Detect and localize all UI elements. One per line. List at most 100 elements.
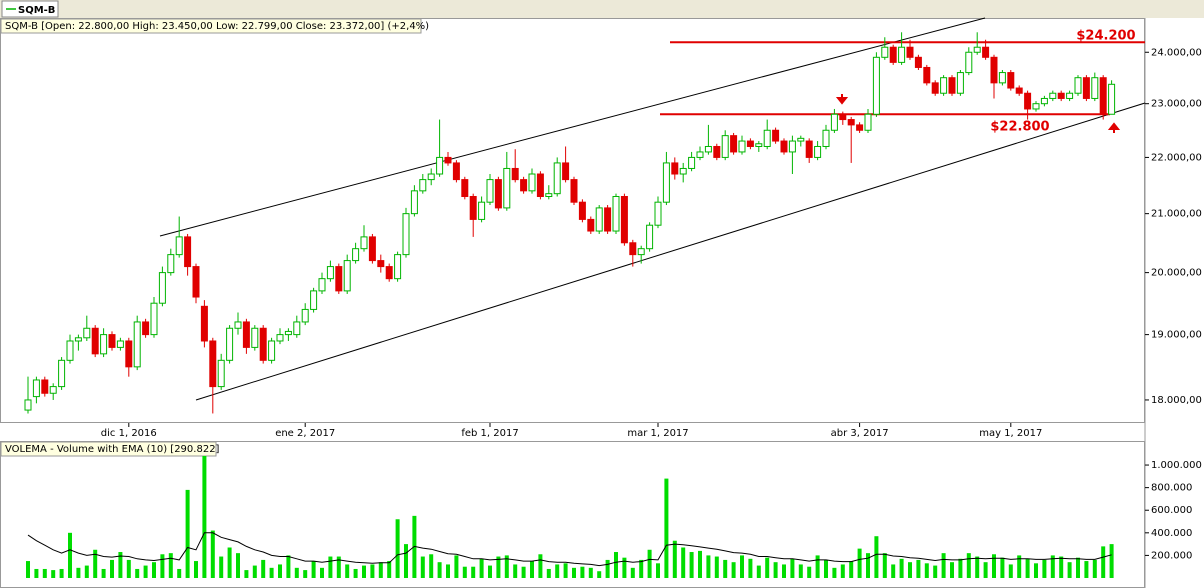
candle-body: [268, 340, 276, 361]
volume-bar: [815, 555, 820, 578]
price-legend-box: [0, 18, 422, 34]
volume-bar: [168, 553, 173, 578]
candle-body: [746, 140, 754, 147]
candle-body: [66, 340, 74, 361]
candle-body: [570, 179, 578, 203]
volume-bar: [210, 530, 215, 578]
candle-body: [553, 162, 561, 195]
candle-body: [226, 327, 234, 361]
candle-body: [58, 359, 66, 388]
volume-bar: [857, 548, 862, 578]
candle-body: [620, 196, 628, 244]
volume-bar: [219, 556, 224, 578]
candle-body: [536, 173, 544, 198]
candle-body: [150, 302, 158, 336]
volume-bar: [597, 571, 602, 578]
candle-body: [788, 140, 796, 153]
candle-body: [898, 46, 906, 63]
candle-body: [100, 334, 108, 355]
candle-body: [545, 193, 553, 198]
candle-body: [83, 327, 91, 339]
volume-bar: [378, 562, 383, 578]
candle-body: [637, 248, 645, 256]
volume-bar: [227, 547, 232, 578]
level-label: $22.800: [990, 120, 1049, 135]
volume-bar: [681, 547, 686, 578]
volume-bar: [656, 563, 660, 578]
volume-bar: [185, 489, 190, 578]
candle-body: [578, 201, 586, 220]
volume-bar: [311, 561, 316, 578]
volume-bar: [521, 566, 526, 578]
candle-body: [604, 207, 612, 232]
candle-body: [990, 56, 998, 84]
volume-bar: [546, 568, 551, 578]
candle-body: [1024, 92, 1032, 110]
volume-bar: [563, 563, 568, 578]
candle-body: [679, 167, 687, 175]
volume-bar: [723, 559, 728, 578]
candle-body: [755, 143, 763, 147]
volume-bar: [748, 558, 753, 578]
y-tick-label: 18.000,00: [1151, 395, 1202, 406]
candle-body: [385, 266, 393, 280]
volume-bar: [202, 456, 207, 578]
volume-bar: [370, 564, 375, 578]
volume-bar: [622, 557, 627, 578]
candle-body: [847, 119, 855, 126]
candle-body: [511, 167, 519, 181]
candle-body: [830, 113, 838, 131]
tab-label[interactable]: SQM-B: [18, 5, 55, 16]
volume-bar: [143, 565, 148, 578]
volume-bar: [118, 552, 123, 578]
volume-bar: [941, 553, 946, 578]
candle-body: [494, 179, 502, 209]
candle-body: [948, 77, 956, 94]
volume-bar: [1017, 555, 1022, 578]
candle-body: [822, 129, 830, 147]
tab[interactable]: [1, 0, 59, 18]
volume-bar: [126, 559, 131, 578]
candle-body: [713, 145, 721, 158]
volume-bar: [740, 555, 744, 578]
volume-bar: [462, 566, 467, 578]
candle-body: [881, 46, 889, 58]
volume-bar: [345, 564, 350, 578]
candle-body: [889, 46, 897, 63]
volume-bar: [798, 564, 803, 578]
candle-body: [906, 46, 914, 58]
candle-body: [200, 305, 208, 342]
volume-bar: [849, 561, 854, 578]
candle-body: [1049, 92, 1057, 99]
candle-body: [142, 321, 150, 336]
volume-bar: [992, 554, 996, 578]
volume-bar: [286, 555, 291, 578]
candle-body: [562, 162, 570, 181]
volume-bar: [983, 562, 988, 578]
y-tick-label: 22.000,00: [1151, 152, 1202, 163]
volume-bar: [630, 567, 635, 578]
volume-bar: [1109, 544, 1114, 578]
volume-bar: [647, 549, 652, 578]
candle-body: [360, 236, 368, 250]
candle-body: [730, 135, 738, 153]
candle-body: [352, 248, 360, 262]
candle-body: [654, 201, 662, 226]
candle-body: [1015, 87, 1023, 94]
candle-body: [326, 266, 334, 280]
volume-bar: [93, 549, 98, 578]
candle-body: [469, 196, 477, 220]
candle-body: [662, 162, 670, 203]
volume-bar: [1092, 559, 1097, 578]
candle-body: [444, 156, 452, 164]
candle-body: [284, 330, 292, 336]
candle-body: [965, 51, 973, 74]
y-tick-label: 400.000: [1151, 528, 1192, 539]
candle-body: [864, 113, 872, 131]
candle-body: [116, 340, 124, 348]
volume-bar: [437, 562, 442, 578]
volume-bar: [614, 552, 618, 578]
volume-bar: [756, 565, 761, 578]
candle-body: [486, 179, 494, 203]
